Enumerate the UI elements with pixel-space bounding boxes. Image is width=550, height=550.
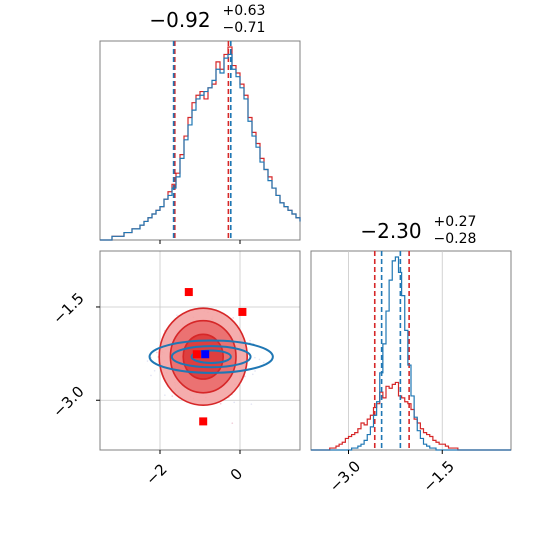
scatter-point: [176, 314, 178, 316]
scatter-point: [231, 422, 234, 424]
scatter-point: [150, 374, 152, 377]
top-hist-title-main: −0.92: [149, 8, 210, 32]
right-hist-title-main: −2.30: [360, 219, 421, 243]
scatter-point: [219, 402, 222, 405]
right-hist-title-sub: −0.28: [434, 231, 477, 247]
scatter-point: [164, 394, 166, 396]
top-hist-title-sub: −0.71: [223, 20, 266, 36]
right-hist-xtick-label-1: −1.5: [419, 457, 457, 495]
red-marker-1: [238, 307, 247, 316]
joint-ytick-label-0: −1.5: [49, 289, 87, 327]
scatter-point: [262, 361, 265, 364]
joint-xtick-label-0: −2: [142, 460, 170, 488]
top-hist-frame: [99, 40, 301, 241]
joint-xtick-label-1: 0: [227, 465, 246, 484]
scatter-point: [258, 358, 261, 361]
scatter-point: [250, 403, 253, 405]
scatter-point: [171, 395, 174, 397]
scatter-point: [233, 401, 236, 404]
right-hist-xtick-label-0: −3.0: [326, 457, 364, 495]
right-hist-frame: [310, 250, 512, 451]
scatter-point: [254, 370, 256, 372]
scatter-point: [232, 317, 235, 319]
scatter-point: [251, 373, 254, 376]
scatter-point: [156, 351, 158, 354]
top-hist-title-sup: +0.63: [223, 3, 266, 19]
scatter-point: [153, 369, 156, 372]
blue-contour-level-2: [190, 349, 232, 364]
joint-ytick-label-1: −3.0: [49, 382, 87, 420]
red-marker-3: [199, 417, 208, 426]
top-hist-series-0: [100, 46, 301, 241]
scatter-point: [146, 360, 149, 362]
red-marker-0: [184, 288, 193, 297]
red-marker-2: [192, 350, 201, 359]
blue-contour-level-0: [148, 339, 274, 374]
right-hist-series-1: [311, 256, 511, 451]
blue-marker: [201, 350, 210, 359]
scatter-point: [254, 356, 256, 359]
right-hist-title-sup: +0.27: [434, 214, 477, 230]
scatter-point: [249, 339, 251, 342]
top-hist-series-1: [100, 53, 301, 241]
joint-frame: [99, 250, 301, 451]
blue-contour-level-1: [170, 345, 252, 369]
